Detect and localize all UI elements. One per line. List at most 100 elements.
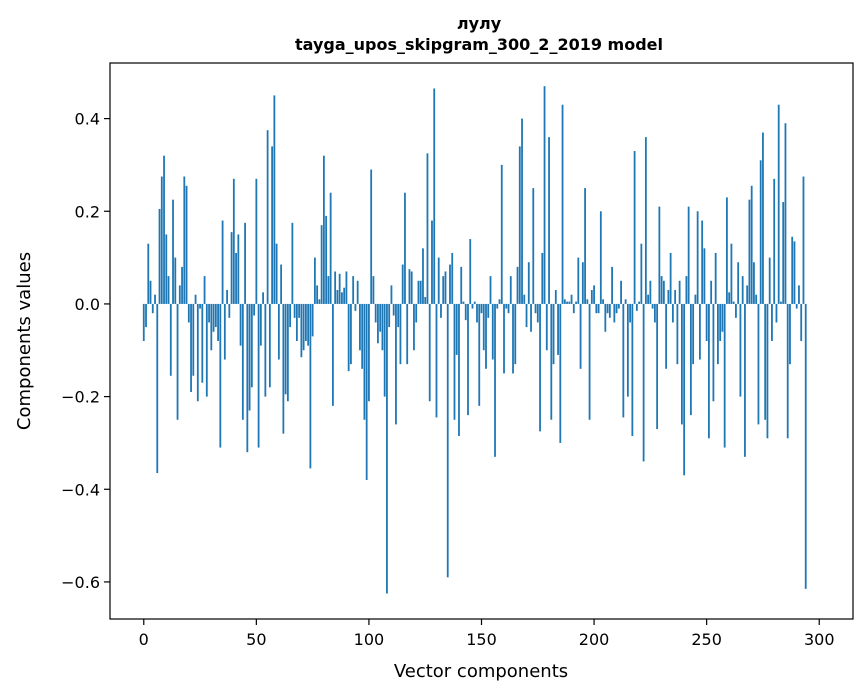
bar-209 [613, 303, 616, 323]
bar-128 [431, 220, 433, 304]
bar-112 [395, 303, 397, 425]
bar-37 [226, 290, 228, 304]
bar-115 [401, 264, 404, 304]
bar-130 [435, 303, 438, 418]
bar-53 [262, 292, 264, 304]
bar-104 [377, 303, 379, 344]
bar-47 [248, 303, 251, 411]
bar-151 [482, 303, 485, 351]
bar-42 [237, 234, 240, 304]
bar-160 [503, 303, 505, 374]
bar-11 [167, 276, 170, 304]
bar-232 [665, 303, 668, 369]
bar-207 [608, 303, 611, 318]
bar-70 [300, 303, 303, 358]
bar-134 [444, 271, 447, 304]
bar-25 [199, 303, 201, 309]
bar-79 [320, 225, 323, 304]
bar-205 [604, 303, 607, 332]
bar-154 [489, 276, 492, 304]
bar-124 [422, 248, 424, 304]
bar-103 [374, 303, 377, 323]
bar-245 [694, 294, 697, 304]
bar-27 [203, 276, 206, 304]
bar-263 [735, 303, 737, 318]
bar-75 [311, 303, 314, 337]
bar-272 [755, 294, 758, 304]
bar-24 [196, 303, 199, 402]
bar-73 [307, 303, 310, 346]
bar-12 [169, 303, 172, 376]
bar-22 [192, 303, 195, 376]
bar-236 [674, 290, 677, 304]
bar-23 [194, 294, 197, 304]
bar-118 [408, 269, 411, 304]
bar-129 [433, 88, 436, 304]
bar-80 [322, 155, 325, 304]
bar-266 [741, 276, 744, 304]
bar-136 [449, 264, 451, 304]
bar-68 [295, 303, 298, 341]
bar-268 [746, 285, 749, 304]
bar-180 [548, 137, 550, 304]
bar-176 [539, 303, 541, 432]
bar-291 [798, 285, 800, 304]
bar-215 [626, 303, 629, 397]
bar-178 [543, 86, 546, 304]
bar-65 [289, 303, 292, 328]
bar-224 [647, 294, 650, 304]
bar-91 [347, 303, 350, 372]
bar-44 [241, 303, 244, 420]
bar-34 [219, 303, 222, 448]
bar-131 [437, 257, 440, 304]
bar-161 [505, 303, 508, 309]
bar-50 [255, 178, 258, 304]
bar-288 [791, 236, 794, 304]
bar-74 [309, 303, 312, 469]
bar-101 [370, 169, 373, 304]
bar-2 [147, 243, 150, 304]
x-tick-label-250: 250 [691, 630, 722, 649]
bar-285 [784, 123, 787, 304]
bar-111 [392, 303, 395, 316]
bar-228 [656, 303, 659, 430]
bar-241 [685, 276, 688, 304]
x-axis-label: Vector components [394, 661, 568, 682]
bar-276 [764, 303, 767, 420]
bar-166 [516, 266, 519, 304]
bar-173 [532, 188, 535, 304]
bar-78 [318, 299, 321, 304]
bar-39 [230, 232, 233, 304]
bar-13 [172, 199, 174, 304]
plot-frame [109, 62, 854, 620]
bar-293 [802, 176, 805, 304]
bar-183 [554, 290, 557, 304]
bar-54 [264, 303, 267, 397]
bar-251 [708, 303, 710, 439]
bar-84 [332, 303, 334, 406]
bar-117 [406, 303, 409, 365]
bar-46 [246, 303, 249, 453]
bar-98 [363, 303, 366, 420]
bar-40 [232, 178, 235, 304]
bar-156 [494, 303, 496, 457]
bar-179 [545, 303, 548, 351]
bar-60 [277, 303, 280, 360]
bar-267 [744, 303, 746, 457]
bar-114 [399, 303, 402, 365]
bar-135 [446, 303, 449, 578]
bar-76 [313, 257, 316, 304]
bar-31 [212, 303, 215, 332]
bar-265 [739, 303, 742, 397]
bar-222 [642, 303, 645, 462]
bar-231 [662, 280, 665, 304]
bar-146 [471, 303, 474, 309]
bar-169 [523, 294, 526, 304]
y-tick-label-1: −0.4 [61, 480, 100, 499]
bar-226 [651, 303, 654, 309]
bar-170 [525, 303, 528, 328]
bar-96 [359, 303, 361, 351]
bar-225 [649, 280, 652, 304]
bar-282 [777, 104, 780, 304]
bar-16 [178, 285, 181, 304]
